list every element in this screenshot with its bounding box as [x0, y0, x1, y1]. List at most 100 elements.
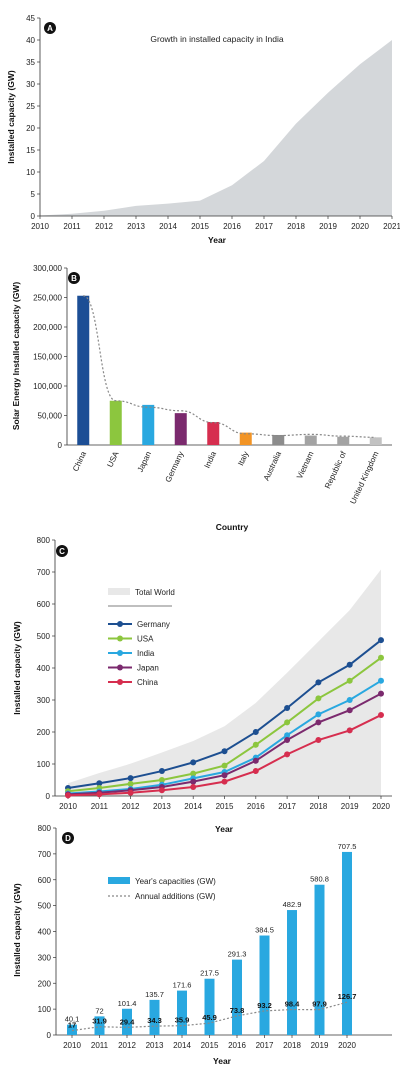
- c-point-china: [315, 737, 322, 743]
- d-bar-value-label: 101.4: [118, 999, 137, 1008]
- c-point-germany: [346, 661, 353, 668]
- c-x-tick-label: 2020: [372, 802, 390, 811]
- b-y-tick-label: 150,000: [33, 353, 62, 362]
- c-point-india: [284, 732, 291, 739]
- c-badge: [56, 545, 68, 557]
- c-point-india: [315, 711, 322, 718]
- b-x-tick-label: India: [203, 450, 219, 470]
- c-y-axis-label: Installed capacity (GW): [12, 621, 22, 715]
- c-x-tick-label: 2010: [59, 802, 77, 811]
- c-y-tick-label: 500: [37, 632, 51, 641]
- c-point-china: [284, 751, 291, 758]
- c-point-germany: [96, 780, 103, 787]
- a-x-tick-label: 2016: [223, 222, 241, 231]
- c-point-usa: [221, 762, 228, 769]
- d-x-tick-label: 2019: [311, 1041, 329, 1050]
- a-y-tick-label: 10: [26, 168, 35, 177]
- d-y-tick-label: 100: [38, 1005, 52, 1014]
- d-x-tick-label: 2014: [173, 1041, 191, 1050]
- c-point-usa: [190, 770, 197, 777]
- c-y-tick-label: 600: [37, 600, 51, 609]
- d-bar-2019: [314, 884, 325, 1035]
- d-y-tick-label: 200: [38, 979, 52, 988]
- d-x-tick-label: 2020: [338, 1041, 356, 1050]
- c-point-china: [221, 778, 228, 785]
- c-point-usa: [315, 695, 322, 702]
- b-bar-usa: [109, 400, 122, 445]
- d-additions-value-label: 98.4: [285, 1000, 300, 1009]
- b-x-axis-label: Country: [216, 522, 249, 532]
- c-legend-label-india: India: [137, 649, 155, 658]
- d-x-tick-label: 2018: [283, 1041, 301, 1050]
- c-legend-marker-china: [117, 679, 123, 685]
- d-x-tick-label: 2017: [256, 1041, 274, 1050]
- c-x-tick-label: 2015: [216, 802, 234, 811]
- d-bar-value-label: 482.9: [283, 900, 302, 909]
- d-bar-2012: [122, 1008, 132, 1035]
- c-legend-label-china: China: [137, 678, 158, 687]
- a-x-tick-label: 2012: [95, 222, 113, 231]
- c-point-china: [65, 792, 71, 799]
- a-x-tick-label: 2020: [351, 222, 369, 231]
- b-y-tick-label: 100,000: [33, 382, 62, 391]
- a-x-tick-label: 2017: [255, 222, 273, 231]
- c-point-china: [127, 789, 134, 796]
- d-bar-2020: [342, 851, 352, 1035]
- d-additions-value-label: 34.3: [147, 1016, 162, 1025]
- d-additions-value-label: 93.2: [257, 1001, 272, 1010]
- c-point-japan: [221, 772, 228, 779]
- d-bar-value-label: 291.3: [228, 950, 247, 959]
- a-y-tick-label: 35: [26, 58, 35, 67]
- d-y-tick-label: 300: [38, 953, 52, 962]
- b-x-tick-label: Germany: [163, 450, 185, 484]
- b-y-tick-label: 50,000: [38, 412, 63, 421]
- b-trend-line: [83, 295, 376, 438]
- c-y-tick-label: 100: [37, 760, 51, 769]
- d-additions-value-label: 97.9: [312, 1000, 327, 1009]
- c-point-china: [190, 784, 197, 791]
- c-point-germany: [284, 705, 291, 711]
- b-x-tick-label: China: [71, 450, 88, 473]
- a-y-tick-label: 30: [26, 80, 35, 89]
- c-legend-label-germany: Germany: [137, 620, 170, 629]
- d-y-tick-label: 600: [38, 876, 52, 885]
- c-point-germany: [221, 748, 228, 755]
- c-point-germany: [127, 775, 134, 782]
- d-bar-value-label: 171.6: [173, 981, 192, 990]
- d-bar-2013: [149, 999, 160, 1035]
- a-x-tick-label: 2015: [191, 222, 209, 231]
- c-point-japan: [190, 778, 197, 785]
- b-y-tick-label: 200,000: [33, 323, 62, 332]
- c-point-china: [252, 768, 259, 775]
- d-additions-value-label: 45.9: [202, 1013, 217, 1022]
- a-y-tick-label: 15: [26, 146, 35, 155]
- c-point-usa: [252, 741, 259, 748]
- d-additions-value-label: 126.7: [338, 992, 357, 1001]
- b-x-tick-label: Japan: [136, 450, 153, 474]
- c-legend-marker-india: [117, 650, 123, 656]
- c-legend-label-usa: USA: [137, 635, 154, 644]
- d-bar-value-label: 707.5: [338, 842, 357, 851]
- b-bar-republic-of: [337, 436, 350, 445]
- a-badge: [44, 22, 56, 34]
- c-legend-marker-usa: [117, 635, 123, 642]
- a-y-tick-label: 25: [26, 102, 35, 111]
- d-badge-label: D: [65, 834, 71, 843]
- d-x-tick-label: 2015: [201, 1041, 219, 1050]
- b-y-axis-label: Solar Energy Installed capacity (GW): [11, 282, 21, 430]
- b-x-tick-label: Republic of: [323, 449, 348, 490]
- a-area-series: [40, 40, 392, 216]
- b-badge: [68, 272, 80, 284]
- d-additions-value-label: 73.8: [230, 1006, 245, 1015]
- a-x-tick-label: 2021: [383, 222, 400, 231]
- c-point-india: [378, 677, 384, 684]
- b-bar-germany: [174, 413, 187, 445]
- c-point-germany: [252, 729, 259, 735]
- a-badge-label: A: [47, 24, 53, 33]
- c-point-china: [96, 791, 103, 798]
- c-point-usa: [378, 654, 384, 661]
- a-x-tick-label: 2010: [31, 222, 49, 231]
- b-y-tick-label: 0: [58, 441, 63, 450]
- c-point-japan: [346, 707, 353, 714]
